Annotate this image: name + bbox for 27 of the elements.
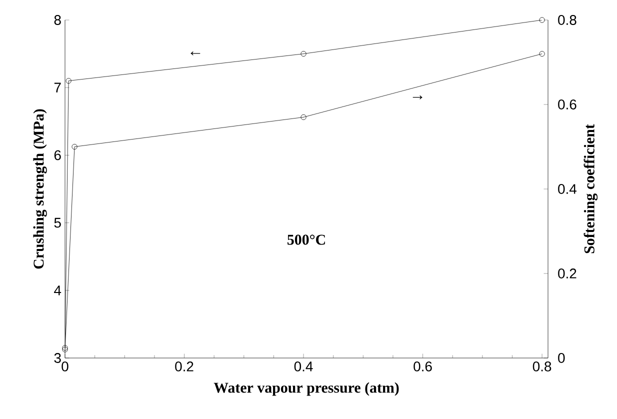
y-axis-title: Crushing strength (MPa) (33, 109, 47, 269)
x-axis-title: Water vapour pressure (atm) (214, 382, 399, 396)
y-tick-label: 4 (54, 286, 62, 296)
point (300, 114, 306, 120)
point (66, 78, 72, 84)
x-tick-label: 0.8 (532, 362, 552, 372)
y2-tick-label: 0.8 (558, 15, 576, 25)
point (300, 51, 306, 57)
y2-tick-label: 0.4 (558, 184, 576, 194)
x-tick-label: 0.6 (414, 362, 432, 372)
y-tick-label: 3 (54, 353, 61, 363)
annotation: 500°C (288, 234, 325, 245)
y2-tick-label: 0.2 (558, 268, 576, 278)
point (72, 144, 78, 150)
x-tick-label: 0 (62, 362, 68, 372)
y-tick-label: 5 (54, 218, 61, 228)
y-tick-label: 6 (54, 150, 61, 160)
y2-tick-label: 0.6 (558, 100, 576, 110)
y-tick-label: 8 (54, 15, 61, 25)
y2-axis-title: Softening coefficient (584, 124, 598, 254)
x-tick-label: 0.2 (175, 362, 194, 372)
x-tick-label: 0.4 (294, 362, 313, 372)
y-tick-label: 7 (54, 82, 61, 92)
y2-tick-label: 0 (558, 353, 565, 363)
annotation: ← (190, 52, 200, 56)
point (539, 51, 545, 57)
annotation: → (412, 95, 422, 100)
